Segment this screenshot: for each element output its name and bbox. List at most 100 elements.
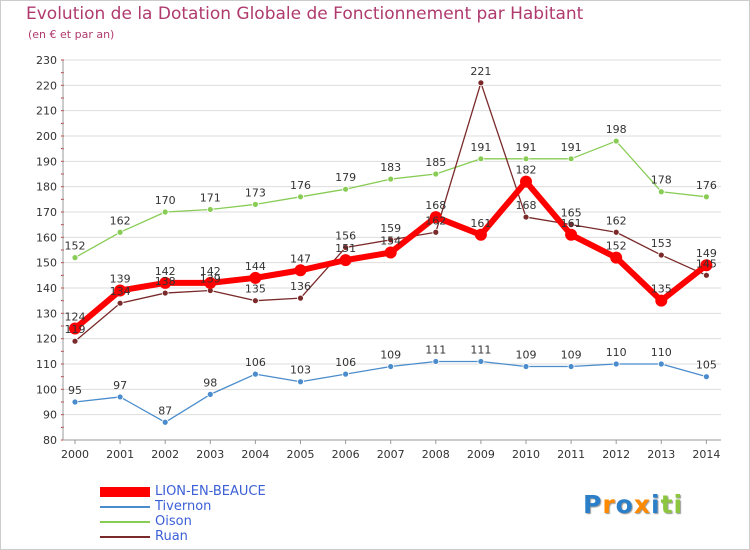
data-label-oison: 176 bbox=[290, 179, 311, 192]
data-label-ruan: 168 bbox=[516, 199, 537, 212]
data-label-ruan: 159 bbox=[380, 222, 401, 235]
data-point-lion-en-beauce bbox=[429, 211, 442, 224]
x-tick-label: 2003 bbox=[196, 448, 224, 461]
data-label-tivernon: 110 bbox=[651, 346, 672, 359]
data-label-oison: 185 bbox=[425, 156, 446, 169]
data-label-oison: 179 bbox=[335, 171, 356, 184]
data-label-lion-en-beauce: 182 bbox=[516, 164, 537, 177]
data-point-oison bbox=[71, 254, 79, 262]
legend-swatch-ruan bbox=[100, 536, 150, 538]
legend-swatch-tivernon bbox=[100, 506, 150, 508]
x-tick-label: 2007 bbox=[377, 448, 405, 461]
data-label-tivernon: 95 bbox=[68, 384, 82, 397]
data-label-lion-en-beauce: 142 bbox=[155, 265, 176, 278]
data-point-tivernon bbox=[703, 373, 710, 381]
data-label-lion-en-beauce: 161 bbox=[470, 217, 491, 230]
data-point-lion-en-beauce bbox=[700, 259, 713, 272]
y-tick-label: 120 bbox=[36, 333, 57, 346]
legend-label: LION-EN-BEAUCE bbox=[155, 484, 266, 499]
x-tick-label: 2001 bbox=[106, 448, 134, 461]
data-label-tivernon: 97 bbox=[113, 379, 127, 392]
data-point-ruan bbox=[387, 236, 395, 244]
data-label-oison: 152 bbox=[65, 240, 86, 253]
x-tick-label: 2010 bbox=[512, 448, 540, 461]
y-tick-label: 140 bbox=[36, 282, 57, 295]
data-point-ruan bbox=[522, 213, 530, 221]
data-point-lion-en-beauce bbox=[294, 264, 307, 277]
x-tick-label: 2008 bbox=[422, 448, 450, 461]
data-point-ruan bbox=[612, 228, 620, 236]
data-point-ruan bbox=[432, 228, 440, 236]
data-point-ruan bbox=[251, 297, 259, 305]
data-label-ruan: 165 bbox=[561, 207, 582, 220]
data-point-tivernon bbox=[477, 358, 485, 365]
data-point-oison bbox=[206, 206, 214, 213]
data-label-ruan: 162 bbox=[606, 214, 627, 227]
data-label-oison: 198 bbox=[606, 123, 627, 136]
data-label-tivernon: 111 bbox=[470, 343, 491, 356]
data-label-oison: 171 bbox=[200, 191, 221, 204]
data-point-ruan bbox=[477, 79, 485, 87]
data-label-oison: 191 bbox=[561, 141, 582, 154]
data-point-oison bbox=[567, 155, 575, 163]
chart-title: Evolution de la Dotation Globale de Fonc… bbox=[26, 4, 584, 24]
data-point-ruan bbox=[567, 221, 575, 229]
x-tick-label: 2002 bbox=[151, 448, 179, 461]
x-tick-label: 2013 bbox=[647, 448, 675, 461]
y-tick-label: 220 bbox=[36, 79, 57, 92]
data-point-oison bbox=[161, 208, 169, 216]
data-label-tivernon: 111 bbox=[425, 343, 446, 356]
data-label-ruan: 153 bbox=[651, 237, 672, 250]
data-point-lion-en-beauce bbox=[69, 322, 81, 335]
data-point-tivernon bbox=[251, 370, 259, 378]
data-label-oison: 183 bbox=[380, 161, 401, 174]
data-label-tivernon: 103 bbox=[290, 364, 311, 377]
y-tick-label: 200 bbox=[36, 130, 57, 143]
data-label-ruan: 145 bbox=[696, 257, 717, 270]
data-point-ruan bbox=[116, 299, 124, 307]
data-point-oison bbox=[251, 200, 259, 208]
data-point-lion-en-beauce bbox=[114, 284, 127, 297]
y-tick-label: 170 bbox=[36, 206, 57, 219]
y-tick-label: 150 bbox=[36, 257, 57, 270]
chart-subtitle: (en € et par an) bbox=[28, 28, 115, 41]
y-tick-label: 90 bbox=[43, 409, 57, 422]
data-point-tivernon bbox=[161, 418, 169, 426]
x-tick-label: 2006 bbox=[332, 448, 360, 461]
data-label-tivernon: 105 bbox=[696, 359, 717, 372]
data-label-oison: 162 bbox=[110, 214, 131, 227]
data-label-ruan: 162 bbox=[425, 214, 446, 227]
data-label-lion-en-beauce: 144 bbox=[245, 260, 266, 273]
data-label-lion-en-beauce: 139 bbox=[110, 273, 131, 286]
data-point-oison bbox=[387, 175, 395, 183]
data-point-oison bbox=[342, 185, 350, 193]
data-label-lion-en-beauce: 152 bbox=[606, 240, 627, 253]
data-point-oison bbox=[703, 193, 710, 201]
x-tick-label: 2000 bbox=[61, 448, 89, 461]
data-point-ruan bbox=[657, 251, 665, 259]
data-point-tivernon bbox=[657, 360, 665, 368]
legend-label: Ruan bbox=[155, 529, 188, 544]
data-label-ruan: 119 bbox=[65, 323, 86, 336]
legend-swatch-oison bbox=[100, 521, 150, 523]
data-label-tivernon: 87 bbox=[158, 404, 172, 417]
y-tick-label: 160 bbox=[36, 231, 57, 244]
data-point-lion-en-beauce bbox=[655, 294, 668, 307]
data-point-oison bbox=[116, 228, 124, 236]
y-tick-label: 190 bbox=[36, 155, 57, 168]
x-tick-label: 2009 bbox=[467, 448, 495, 461]
data-point-tivernon bbox=[612, 360, 620, 368]
data-point-ruan bbox=[703, 271, 710, 279]
data-point-oison bbox=[657, 188, 665, 196]
data-point-lion-en-beauce bbox=[159, 276, 172, 289]
proxiti-logo: Proxiti bbox=[583, 490, 684, 519]
data-point-ruan bbox=[71, 337, 79, 345]
data-point-tivernon bbox=[567, 363, 575, 370]
data-point-tivernon bbox=[116, 393, 124, 401]
data-label-ruan: 136 bbox=[290, 280, 311, 293]
data-label-ruan: 138 bbox=[155, 275, 176, 288]
data-label-ruan: 134 bbox=[110, 285, 131, 298]
data-point-oison bbox=[297, 193, 304, 201]
y-tick-label: 210 bbox=[36, 105, 57, 118]
data-label-tivernon: 106 bbox=[245, 356, 266, 369]
